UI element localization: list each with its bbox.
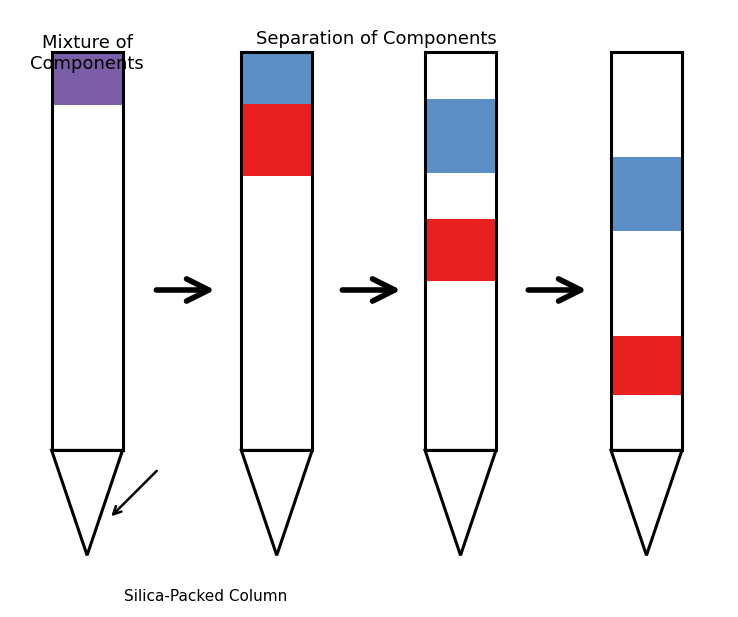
Bar [425, 52, 496, 450]
Text: Silica-Packed Column: Silica-Packed Column [123, 589, 287, 604]
Bar [241, 52, 312, 104]
Polygon shape [425, 450, 496, 555]
Polygon shape [241, 450, 312, 555]
Bar [611, 157, 682, 231]
Bar [611, 52, 682, 450]
Text: Separation of Components: Separation of Components [256, 30, 497, 48]
Bar [241, 52, 312, 450]
Bar [52, 52, 123, 105]
Bar [611, 336, 682, 395]
Bar [425, 52, 496, 450]
Bar [241, 104, 312, 176]
Bar [425, 99, 496, 173]
Bar [52, 52, 123, 450]
Text: Mixture of
Components: Mixture of Components [30, 34, 144, 73]
Polygon shape [52, 450, 123, 555]
Polygon shape [611, 450, 682, 555]
Bar [425, 219, 496, 281]
Bar [241, 52, 312, 450]
Bar [611, 52, 682, 450]
Bar [52, 52, 123, 450]
